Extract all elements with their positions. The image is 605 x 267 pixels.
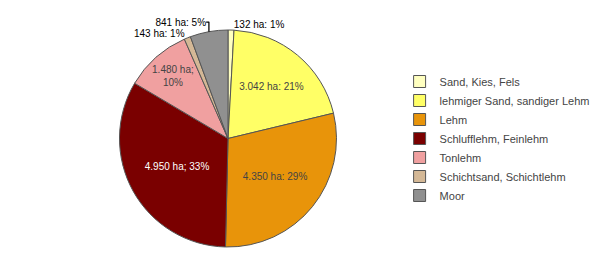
svg-text:1.480 ha;10%: 1.480 ha;10% [152,64,194,88]
svg-text:4.950 ha; 33%: 4.950 ha; 33% [145,161,210,172]
svg-text:Lehm: Lehm [440,114,468,126]
svg-text:lehmiger Sand, sandiger Lehm: lehmiger Sand, sandiger Lehm [440,95,590,107]
svg-text:Moor: Moor [440,190,465,202]
svg-text:Tonlehm: Tonlehm [440,152,482,164]
svg-text:Schlufflehm, Feinlehm: Schlufflehm, Feinlehm [440,133,549,145]
svg-text:Schichtsand, Schichtlehm: Schichtsand, Schichtlehm [440,171,566,183]
svg-text:Sand, Kies, Fels: Sand, Kies, Fels [440,76,521,88]
svg-text:3.042 ha: 21%: 3.042 ha: 21% [239,81,304,92]
svg-text:132 ha: 1%: 132 ha: 1% [234,19,285,30]
svg-text:4.350 ha: 29%: 4.350 ha: 29% [243,171,308,182]
svg-text:143 ha: 1%: 143 ha: 1% [134,28,185,39]
svg-text:841 ha: 5%: 841 ha: 5% [155,17,206,28]
